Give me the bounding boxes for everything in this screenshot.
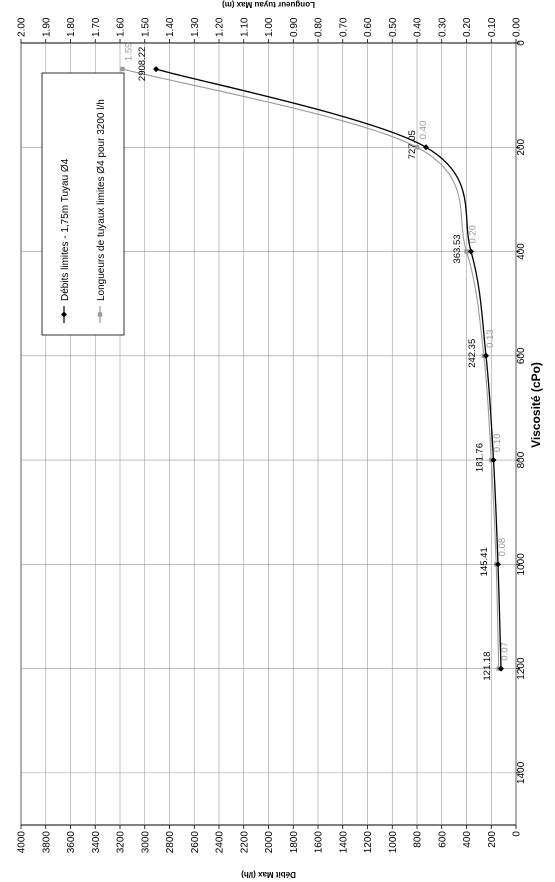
secondary-tick-label: 2.00 bbox=[17, 17, 28, 37]
secondary-tick-label: 1.80 bbox=[66, 17, 77, 37]
series-line bbox=[122, 68, 500, 669]
primary-tick-label: 600 bbox=[437, 831, 448, 848]
data-label: 1.59 bbox=[123, 43, 134, 62]
secondary-tick-label: 0.80 bbox=[314, 17, 325, 37]
secondary-tick-label: 1.60 bbox=[116, 17, 127, 37]
primary-tick-label: 1200 bbox=[363, 831, 374, 854]
data-label: 0.07 bbox=[500, 642, 511, 661]
primary-tick-label: 1800 bbox=[289, 831, 300, 854]
x-tick-label: 1200 bbox=[516, 657, 527, 680]
secondary-tick-label: 0.70 bbox=[338, 17, 349, 37]
primary-tick-label: 2200 bbox=[239, 831, 250, 854]
data-label: 0.40 bbox=[418, 121, 429, 140]
secondary-tick-label: 0.20 bbox=[462, 17, 473, 37]
primary-tick-label: 2000 bbox=[264, 831, 275, 854]
secondary-tick-label: 1.20 bbox=[215, 17, 226, 37]
primary-tick-label: 3200 bbox=[116, 831, 127, 854]
grid-lines bbox=[20, 43, 517, 825]
primary-tick-label: 400 bbox=[462, 831, 473, 848]
data-label: 363.53 bbox=[452, 234, 463, 263]
primary-tick-label: 3400 bbox=[91, 831, 102, 854]
data-point bbox=[498, 665, 505, 672]
legend-marker bbox=[97, 312, 103, 317]
primary-tick-label: 3800 bbox=[41, 831, 52, 854]
secondary-tick-label: 1.50 bbox=[140, 17, 151, 37]
data-label: 145.41 bbox=[479, 547, 490, 576]
data-point bbox=[423, 144, 430, 151]
legend: Débits limites - 1,75m Tuyau Ø4 Longueurs… bbox=[41, 72, 125, 336]
primary-y-axis-title: Débit Max (l/h) bbox=[241, 870, 296, 879]
data-label: 2908.22 bbox=[137, 47, 148, 81]
secondary-tick-label: 0.10 bbox=[487, 17, 498, 37]
data-label: 727.05 bbox=[407, 130, 418, 159]
primary-tick-label: 3000 bbox=[140, 831, 151, 854]
primary-tick-label: 3600 bbox=[66, 831, 77, 854]
series-1: 2908.22 727.05 363.53 242.35 181.76 145.41 121… bbox=[137, 47, 505, 681]
primary-tick-label: 1600 bbox=[314, 831, 325, 854]
secondary-tick-label: 1.40 bbox=[165, 17, 176, 37]
data-point bbox=[464, 249, 469, 254]
data-label: 121.18 bbox=[482, 652, 493, 681]
secondary-tick-label: 0.50 bbox=[388, 17, 399, 37]
primary-tick-label: 2600 bbox=[190, 831, 201, 854]
primary-axis-ticks: 0 200 400 600 800 1000 1200 1400 1600 1800 2000 220… bbox=[17, 825, 523, 853]
data-point bbox=[153, 66, 160, 73]
secondary-tick-label: 0.40 bbox=[413, 17, 424, 37]
secondary-tick-label: 0.30 bbox=[437, 17, 448, 37]
x-tick-label: 200 bbox=[516, 138, 527, 155]
legend-label: Débits limites - 1,75m Tuyau Ø4 bbox=[60, 158, 71, 301]
data-label: 0.08 bbox=[497, 538, 508, 557]
secondary-tick-label: 1.10 bbox=[239, 17, 250, 37]
data-point bbox=[483, 352, 490, 359]
secondary-tick-label: 1.00 bbox=[264, 17, 275, 37]
x-tick-label: 400 bbox=[516, 243, 527, 260]
secondary-axis-ticks: 0.00 0.10 0.20 0.30 0.40 0.50 0.60 0.70 0.80 0.90… bbox=[17, 17, 523, 43]
x-tick-label: 600 bbox=[516, 347, 527, 364]
data-label: 0.10 bbox=[492, 434, 503, 453]
x-tick-label: 800 bbox=[516, 451, 527, 468]
secondary-tick-label: 0.00 bbox=[512, 17, 523, 37]
data-point bbox=[468, 248, 475, 255]
data-point bbox=[495, 561, 502, 568]
data-label: 181.76 bbox=[475, 443, 486, 472]
series-layer: 1.59 0.40 0.20 0.13 0.10 0.08 0.07 2908.22 727.0… bbox=[120, 43, 511, 681]
data-point bbox=[120, 66, 125, 72]
primary-tick-label: 0 bbox=[512, 831, 523, 837]
primary-tick-label: 2800 bbox=[165, 831, 176, 854]
data-label: 0.13 bbox=[485, 329, 496, 348]
x-axis-title: Viscosité (cPo) bbox=[529, 362, 543, 448]
legend-box bbox=[41, 72, 125, 336]
data-label: 242.35 bbox=[467, 339, 478, 368]
legend-entry-1: Débits limites - 1,75m Tuyau Ø4 bbox=[60, 158, 71, 323]
data-point bbox=[490, 457, 497, 464]
x-tick-label: 1000 bbox=[516, 553, 527, 576]
data-point bbox=[414, 145, 420, 150]
primary-tick-label: 1000 bbox=[388, 831, 399, 854]
x-axis-ticks: 0 200 400 600 800 1000 1200 1400 bbox=[516, 40, 527, 784]
data-label: 0.20 bbox=[468, 225, 479, 244]
secondary-tick-label: 0.60 bbox=[363, 17, 374, 37]
primary-tick-label: 200 bbox=[487, 831, 498, 848]
secondary-tick-label: 1.90 bbox=[41, 17, 52, 37]
secondary-tick-label: 0.90 bbox=[289, 17, 300, 37]
x-tick-label: 1400 bbox=[516, 761, 527, 784]
primary-tick-label: 2400 bbox=[215, 831, 226, 854]
legend-label: Longueurs de tuyaux limites Ø4 pour 3200… bbox=[96, 99, 107, 301]
legend-entry-2: Longueurs de tuyaux limites Ø4 pour 3200… bbox=[96, 99, 107, 323]
secondary-y-axis-title: Longueur tuyau Max (m) bbox=[222, 0, 315, 9]
x-tick-label: 0 bbox=[516, 40, 527, 46]
secondary-tick-label: 1.70 bbox=[91, 17, 102, 37]
primary-tick-label: 800 bbox=[413, 831, 424, 848]
secondary-tick-label: 1.30 bbox=[190, 17, 201, 37]
legend-marker bbox=[61, 311, 67, 318]
primary-tick-label: 4000 bbox=[17, 831, 28, 854]
primary-tick-label: 1400 bbox=[338, 831, 349, 854]
